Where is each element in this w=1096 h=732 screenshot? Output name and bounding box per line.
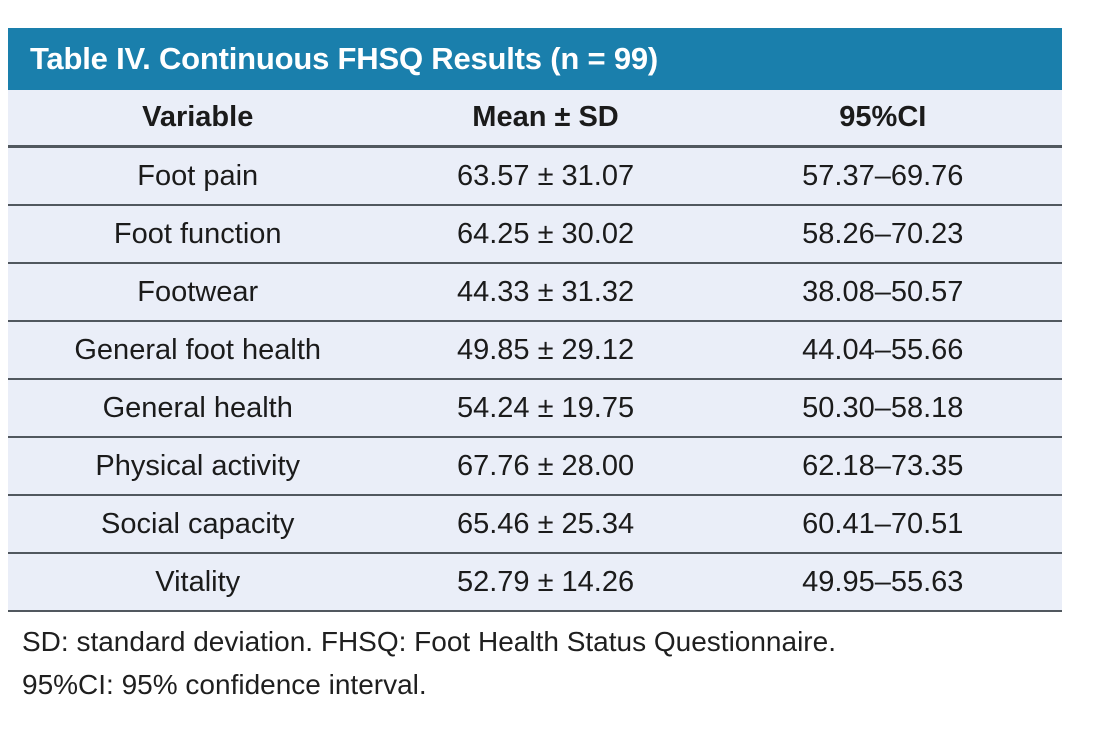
cell-variable: Footwear (137, 275, 259, 308)
fhsq-results-table: Table IV. Continuous FHSQ Results (n = 9… (8, 28, 1062, 612)
table-row: Foot function 64.25 ± 30.02 58.26–70.23 (8, 206, 1062, 264)
cell-95ci: 38.08–50.57 (802, 275, 964, 308)
column-header-variable: Variable (142, 101, 254, 133)
table-row: Physical activity 67.76 ± 28.00 62.18–73… (8, 438, 1062, 496)
footnote-line-2: 95%CI: 95% confidence interval. (22, 669, 427, 700)
table-row: Foot pain 63.57 ± 31.07 57.37–69.76 (8, 148, 1062, 206)
cell-variable: Vitality (155, 565, 241, 598)
table-title-bar: Table IV. Continuous FHSQ Results (n = 9… (8, 28, 1062, 90)
table-body: Foot pain 63.57 ± 31.07 57.37–69.76 Foot… (8, 148, 1062, 612)
cell-95ci: 58.26–70.23 (802, 217, 964, 250)
cell-mean-sd: 64.25 ± 30.02 (456, 217, 635, 250)
cell-mean-sd: 54.24 ± 19.75 (456, 391, 635, 424)
cell-variable: Foot function (113, 217, 282, 250)
table-row: General health 54.24 ± 19.75 50.30–58.18 (8, 380, 1062, 438)
table-title: Table IV. Continuous FHSQ Results (n = 9… (30, 41, 659, 76)
cell-variable: Foot pain (137, 159, 259, 192)
cell-95ci: 49.95–55.63 (802, 565, 964, 598)
table-row: Vitality 52.79 ± 14.26 49.95–55.63 (8, 554, 1062, 612)
cell-mean-sd: 63.57 ± 31.07 (456, 159, 635, 192)
cell-mean-sd: 44.33 ± 31.32 (456, 275, 635, 308)
footnote-line-1: SD: standard deviation. FHSQ: Foot Healt… (22, 626, 836, 657)
cell-mean-sd: 49.85 ± 29.12 (456, 333, 635, 366)
table-footnotes: SD: standard deviation. FHSQ: Foot Healt… (22, 620, 836, 706)
cell-95ci: 60.41–70.51 (802, 507, 964, 540)
cell-variable: General health (102, 391, 293, 424)
cell-variable: General foot health (74, 333, 322, 366)
cell-95ci: 44.04–55.66 (802, 333, 964, 366)
cell-95ci: 62.18–73.35 (802, 449, 964, 482)
cell-95ci: 57.37–69.76 (802, 159, 964, 192)
cell-mean-sd: 67.76 ± 28.00 (456, 449, 635, 482)
column-header-mean-sd: Mean ± SD (472, 101, 619, 133)
table-row: Footwear 44.33 ± 31.32 38.08–50.57 (8, 264, 1062, 322)
table-header-row: Variable Mean ± SD 95%CI (8, 90, 1062, 148)
table-row: General foot health 49.85 ± 29.12 44.04–… (8, 322, 1062, 380)
cell-variable: Physical activity (95, 449, 301, 482)
cell-mean-sd: 65.46 ± 25.34 (456, 507, 635, 540)
column-header-95ci: 95%CI (839, 101, 927, 133)
cell-mean-sd: 52.79 ± 14.26 (456, 565, 635, 598)
cell-variable: Social capacity (101, 507, 295, 540)
table-row: Social capacity 65.46 ± 25.34 60.41–70.5… (8, 496, 1062, 554)
cell-95ci: 50.30–58.18 (802, 391, 964, 424)
